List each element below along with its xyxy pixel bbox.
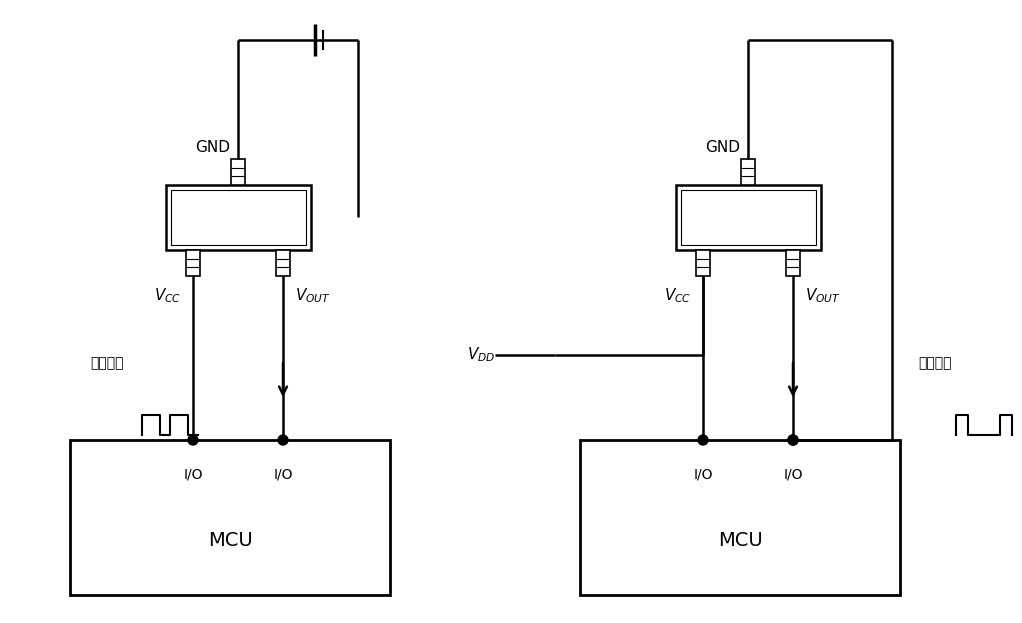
Text: $V_{OUT}$: $V_{OUT}$ (295, 286, 331, 305)
Bar (676, 185, 821, 250)
Text: I/O: I/O (783, 468, 802, 482)
Text: 分时供电: 分时供电 (90, 356, 124, 370)
Text: MCU: MCU (207, 531, 252, 550)
Text: MCU: MCU (717, 531, 762, 550)
Text: I/O: I/O (183, 468, 202, 482)
Circle shape (278, 435, 288, 445)
Bar (69, 440, 390, 595)
Bar (696, 250, 710, 276)
Bar (786, 250, 800, 276)
Bar (580, 440, 900, 595)
Text: 分时供电: 分时供电 (918, 356, 951, 370)
Text: $V_{DD}$: $V_{DD}$ (467, 346, 495, 364)
Bar (186, 250, 200, 276)
Circle shape (788, 435, 798, 445)
Bar (741, 159, 755, 185)
Bar (171, 190, 306, 245)
Text: $V_{OUT}$: $V_{OUT}$ (805, 286, 841, 305)
Text: GND: GND (195, 140, 230, 155)
Bar (276, 250, 290, 276)
Circle shape (698, 435, 708, 445)
Circle shape (788, 435, 798, 445)
Text: $V_{CC}$: $V_{CC}$ (153, 286, 181, 305)
Text: $V_{CC}$: $V_{CC}$ (663, 286, 691, 305)
Text: I/O: I/O (693, 468, 712, 482)
Text: I/O: I/O (273, 468, 292, 482)
Text: GND: GND (705, 140, 740, 155)
Bar (166, 185, 311, 250)
Bar (231, 159, 245, 185)
Bar (681, 190, 816, 245)
Circle shape (188, 435, 198, 445)
